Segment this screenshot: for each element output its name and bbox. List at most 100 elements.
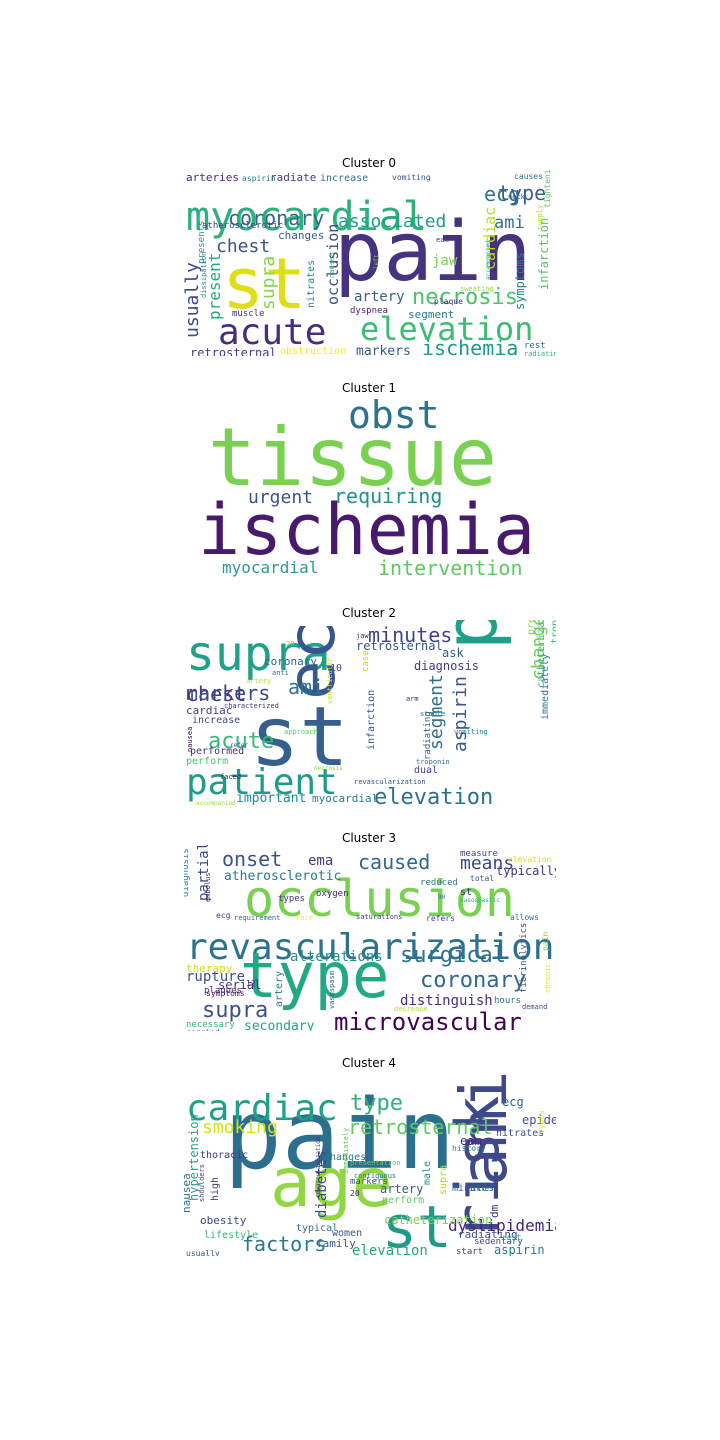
word-st: st xyxy=(460,887,472,898)
word-vomiting: vomiting xyxy=(392,173,431,182)
word-chest: chest xyxy=(216,236,270,257)
word-st: st xyxy=(222,243,306,325)
word-urgent: urgent xyxy=(248,487,313,508)
word-artery: artery xyxy=(246,677,271,685)
word-nitrates: nitrates xyxy=(306,260,317,308)
word-changes: changes xyxy=(528,620,549,680)
word-increase: increase xyxy=(320,173,368,184)
word-nausea: nausea xyxy=(186,727,194,752)
word-dm: dm xyxy=(488,1204,501,1218)
word-risk: risk xyxy=(443,1096,513,1241)
word-caused: caused xyxy=(358,850,430,874)
word-ecg: ecg xyxy=(216,911,231,920)
word-rest: rest xyxy=(502,1233,521,1242)
word-pain: pain xyxy=(224,1079,455,1191)
word-catheterization: catheterization xyxy=(384,1213,492,1227)
word-hypertension: hypertension xyxy=(187,1114,201,1201)
word-epidemiology: epidemiology xyxy=(522,1113,556,1127)
word-dissipation: dissipation xyxy=(200,252,208,298)
word-ecg: ecg xyxy=(273,620,350,700)
word-dyslipidemia: dyslipidemia xyxy=(448,1216,556,1235)
word-shoulders: shoulders xyxy=(198,1164,206,1202)
word-type: type xyxy=(498,181,546,205)
word-elevation: elevation xyxy=(360,310,533,348)
word-radiating: radiating xyxy=(423,711,433,760)
panel-title-3: Cluster 3 xyxy=(341,831,397,845)
word-cardiac: cardiac xyxy=(186,1088,338,1129)
word-performed: performed xyxy=(190,746,244,757)
word-coronary: coronary xyxy=(420,968,526,993)
word-eam: eam xyxy=(460,1134,482,1148)
word-muscle: muscle xyxy=(232,309,265,319)
word-obstruction: obstruction xyxy=(280,346,346,356)
word-jaw: jaw xyxy=(356,632,369,640)
word-tissue: tissue xyxy=(208,411,497,504)
word-presentation: presentation xyxy=(350,1159,401,1167)
word-10: 10 xyxy=(330,663,342,674)
word-immediately: immediately xyxy=(342,1128,350,1174)
word-start: start xyxy=(456,1247,483,1256)
word-total: total xyxy=(470,874,494,883)
word-intervention: intervention xyxy=(378,556,523,580)
word-contiguous: contiguous xyxy=(354,1172,396,1180)
panel-title-0: Cluster 0 xyxy=(341,156,397,170)
word-plaques: plaques xyxy=(204,986,242,996)
word-acute: acute xyxy=(468,1185,489,1193)
word-pain: pain xyxy=(541,932,550,951)
word-20: 20 xyxy=(350,1189,360,1198)
word-family: family xyxy=(316,1237,356,1250)
word-accompanied: accompanied xyxy=(196,800,236,806)
word-segment: segment xyxy=(408,308,454,321)
word-measure: measure xyxy=(460,849,498,859)
word-revascularization: revascularization xyxy=(186,927,554,968)
word-onset: onset xyxy=(222,847,282,871)
panel-title-1: Cluster 1 xyxy=(341,381,397,395)
word-refer: refer xyxy=(230,742,248,749)
word-smoking: smoking xyxy=(202,1117,278,1138)
word-increase: increase xyxy=(192,715,240,726)
word-jaw: jaw xyxy=(432,253,458,269)
panel-title-2: Cluster 2 xyxy=(341,606,397,620)
word-presence: presence xyxy=(526,620,537,635)
word-neck: neck xyxy=(508,193,526,201)
word-typical: typical xyxy=(296,1223,338,1234)
word-dual: dual xyxy=(414,765,438,776)
word-faced: faced xyxy=(220,773,241,781)
word-retrosternal: retrosternal xyxy=(348,1115,493,1139)
word-markers: markers xyxy=(356,344,411,356)
word-revascularization: revascularization xyxy=(354,778,426,786)
word-acute: acute xyxy=(208,729,274,754)
word-ischemia: ischemia xyxy=(422,336,518,356)
word-chest: chest xyxy=(186,682,246,706)
word-supra: supra xyxy=(186,626,331,682)
word-symptoms: symptoms xyxy=(206,989,245,998)
word-diagnosis: diagnosis xyxy=(414,659,479,673)
word-12: 12 xyxy=(246,979,256,988)
word-cardiac: cardiac xyxy=(481,207,499,270)
word-occlusion: occlusion xyxy=(244,870,515,928)
word-ventricular: ventricular xyxy=(326,658,334,704)
word-necrosis: necrosis xyxy=(412,285,518,310)
word-atherosclerotic: atherosclerotic xyxy=(224,869,341,884)
word-accompanied: accompanied xyxy=(485,240,492,280)
word-radiating: radiating xyxy=(458,1228,518,1241)
word-associated: associated xyxy=(338,211,446,232)
word-nausea: nausea xyxy=(184,1173,193,1213)
word-myocardial: myocardial xyxy=(312,792,378,805)
word-minutes: minutes xyxy=(452,1183,494,1194)
word-pain: pain xyxy=(334,205,531,300)
word-type: type xyxy=(240,939,389,1012)
word-radiating: radiating xyxy=(524,350,556,356)
word-infarction: infarction xyxy=(537,218,551,290)
word-rest: rest xyxy=(524,341,546,351)
word-diagnosis: diagnosis xyxy=(184,848,191,897)
word-decrease: decrease xyxy=(394,1005,428,1013)
word-presents: presents xyxy=(197,221,207,264)
word-supra: supra xyxy=(438,1165,449,1195)
word-revascularization: revascularization xyxy=(315,1136,322,1198)
word-history: history xyxy=(452,1144,486,1153)
word-therapy: therapy xyxy=(186,962,233,975)
word-dyspnea: dyspnea xyxy=(350,306,388,316)
word-chronic: chronic xyxy=(544,963,552,993)
